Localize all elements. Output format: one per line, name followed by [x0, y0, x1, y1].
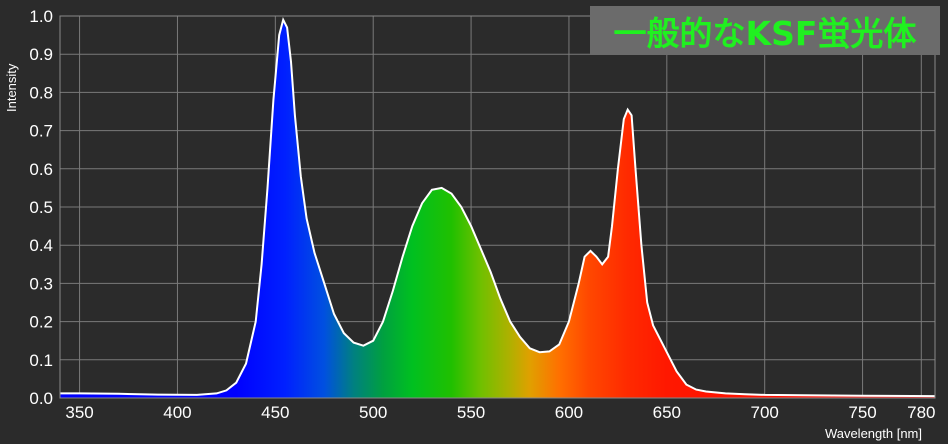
x-tick-label: 750 — [848, 403, 876, 422]
x-tick-label: 600 — [555, 403, 583, 422]
y-axis-title: Intensity — [4, 63, 19, 112]
y-tick-label: 0.6 — [29, 160, 53, 179]
x-tick-label: 700 — [751, 403, 779, 422]
y-tick-label: 0.3 — [29, 274, 53, 293]
y-tick-label: 0.0 — [29, 389, 53, 408]
x-tick-label: 350 — [65, 403, 93, 422]
y-tick-label: 0.2 — [29, 313, 53, 332]
x-tick-label: 400 — [163, 403, 191, 422]
spectrum-area — [60, 19, 935, 398]
y-tick-labels: 0.0 0.1 0.2 0.3 0.4 0.5 0.6 0.7 0.8 0.9 1.0 — [29, 7, 53, 408]
plot-frame — [59, 15, 936, 399]
x-tick-label: 780 — [907, 403, 935, 422]
y-tick-label: 0.1 — [29, 351, 53, 370]
x-tick-label: 550 — [457, 403, 485, 422]
x-tick-label: 450 — [261, 403, 289, 422]
badge-text: 一般的なKSF蛍光体 — [613, 13, 917, 53]
y-tick-label: 0.8 — [29, 83, 53, 102]
x-tick-label: 650 — [653, 403, 681, 422]
y-tick-label: 1.0 — [29, 7, 53, 26]
spectrum-line — [60, 16, 935, 398]
y-tick-label: 0.4 — [29, 236, 53, 255]
x-tick-label: 500 — [359, 403, 387, 422]
y-tick-label: 0.7 — [29, 122, 53, 141]
phosphor-badge: 一般的なKSF蛍光体 — [590, 6, 940, 55]
x-tick-labels: 350 400 450 500 550 600 650 700 750 780 — [65, 403, 935, 422]
x-axis-title: Wavelength [nm] — [825, 426, 922, 441]
y-tick-label: 0.9 — [29, 45, 53, 64]
y-tick-label: 0.5 — [29, 198, 53, 217]
